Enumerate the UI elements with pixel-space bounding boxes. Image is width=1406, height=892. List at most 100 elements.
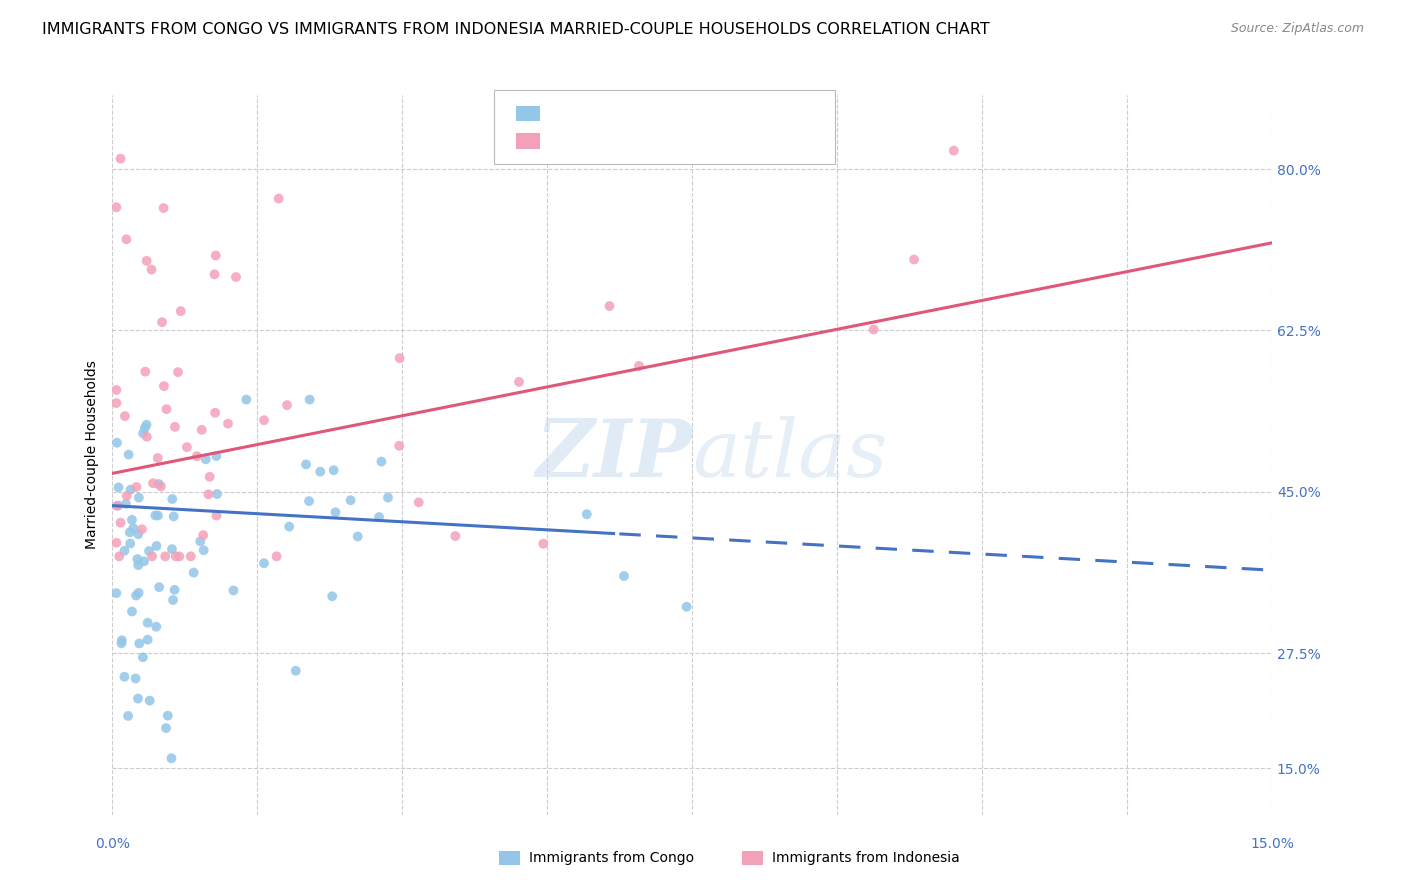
Point — [163, 509, 186, 524]
Point — [124, 672, 146, 686]
Point — [128, 491, 150, 505]
Point — [107, 499, 129, 513]
Point — [148, 580, 170, 594]
Text: 0.0%: 0.0% — [96, 837, 129, 851]
Point — [110, 152, 132, 166]
Point — [118, 525, 141, 540]
Point — [132, 426, 155, 441]
Text: N = 75: N = 75 — [703, 106, 758, 120]
Point — [115, 232, 138, 246]
Point — [127, 691, 149, 706]
Point — [163, 582, 186, 597]
Point — [138, 693, 160, 707]
Point — [222, 583, 245, 598]
Point — [253, 413, 276, 427]
Point — [111, 633, 134, 648]
Point — [131, 522, 153, 536]
Point — [169, 549, 191, 564]
Point — [162, 593, 184, 607]
Point — [325, 505, 347, 519]
Point — [127, 558, 149, 573]
Point — [160, 542, 183, 557]
Point — [114, 543, 136, 558]
Point — [125, 589, 148, 603]
Point — [108, 549, 131, 564]
Point — [204, 248, 226, 262]
Point — [128, 636, 150, 650]
Point — [120, 483, 142, 497]
Point — [122, 521, 145, 535]
Point — [444, 529, 467, 543]
Point — [193, 543, 215, 558]
Point — [112, 670, 135, 684]
Point — [125, 480, 148, 494]
Text: R = 0.244: R = 0.244 — [548, 134, 621, 148]
Point — [120, 536, 142, 550]
Text: Source: ZipAtlas.com: Source: ZipAtlas.com — [1230, 22, 1364, 36]
Text: R = -0.118: R = -0.118 — [548, 106, 627, 120]
Point — [284, 664, 307, 678]
Point — [190, 423, 212, 437]
Point — [204, 406, 226, 420]
Point — [942, 144, 965, 158]
Point — [145, 539, 167, 553]
Point — [155, 549, 177, 564]
Point — [127, 527, 149, 541]
Point — [298, 494, 321, 508]
Point — [107, 480, 129, 494]
Point — [145, 620, 167, 634]
Point — [322, 463, 344, 477]
Point — [135, 417, 157, 432]
Point — [675, 599, 697, 614]
Point — [115, 489, 138, 503]
Point — [862, 322, 884, 336]
Point — [217, 417, 239, 431]
Point — [183, 566, 205, 580]
Point — [121, 605, 143, 619]
Point — [115, 497, 138, 511]
Text: atlas: atlas — [692, 417, 887, 493]
Point — [180, 549, 202, 564]
Point — [176, 440, 198, 454]
Point — [142, 476, 165, 491]
Point — [167, 365, 190, 379]
Point — [205, 449, 228, 463]
Y-axis label: Married-couple Households: Married-couple Households — [86, 360, 100, 549]
Point — [110, 516, 132, 530]
Text: 15.0%: 15.0% — [1250, 837, 1294, 851]
Point — [188, 534, 211, 549]
Point — [105, 536, 128, 550]
Point — [163, 420, 186, 434]
Text: ZIP: ZIP — [536, 417, 692, 493]
Point — [105, 499, 128, 513]
Text: IMMIGRANTS FROM CONGO VS IMMIGRANTS FROM INDONESIA MARRIED-COUPLE HOUSEHOLDS COR: IMMIGRANTS FROM CONGO VS IMMIGRANTS FROM… — [42, 22, 990, 37]
Point — [117, 709, 139, 723]
Point — [110, 636, 132, 650]
Point — [153, 379, 176, 393]
Point — [266, 549, 288, 564]
Point — [321, 589, 343, 603]
Text: Immigrants from Indonesia: Immigrants from Indonesia — [772, 851, 960, 865]
Point — [198, 470, 221, 484]
Point — [160, 751, 183, 765]
Point — [205, 508, 228, 523]
Point — [162, 491, 184, 506]
Point — [267, 192, 290, 206]
Point — [508, 375, 530, 389]
Point — [105, 435, 128, 450]
Point — [235, 392, 257, 407]
Point — [613, 569, 636, 583]
Point — [132, 650, 155, 665]
Point — [204, 268, 226, 282]
Point — [114, 409, 136, 423]
Point — [339, 493, 361, 508]
Point — [117, 448, 139, 462]
Point — [278, 519, 301, 533]
Point — [388, 439, 411, 453]
Point — [370, 454, 392, 468]
Point — [146, 508, 169, 523]
Point — [134, 421, 156, 435]
Point — [531, 537, 554, 551]
Point — [152, 201, 174, 215]
Point — [205, 487, 228, 501]
